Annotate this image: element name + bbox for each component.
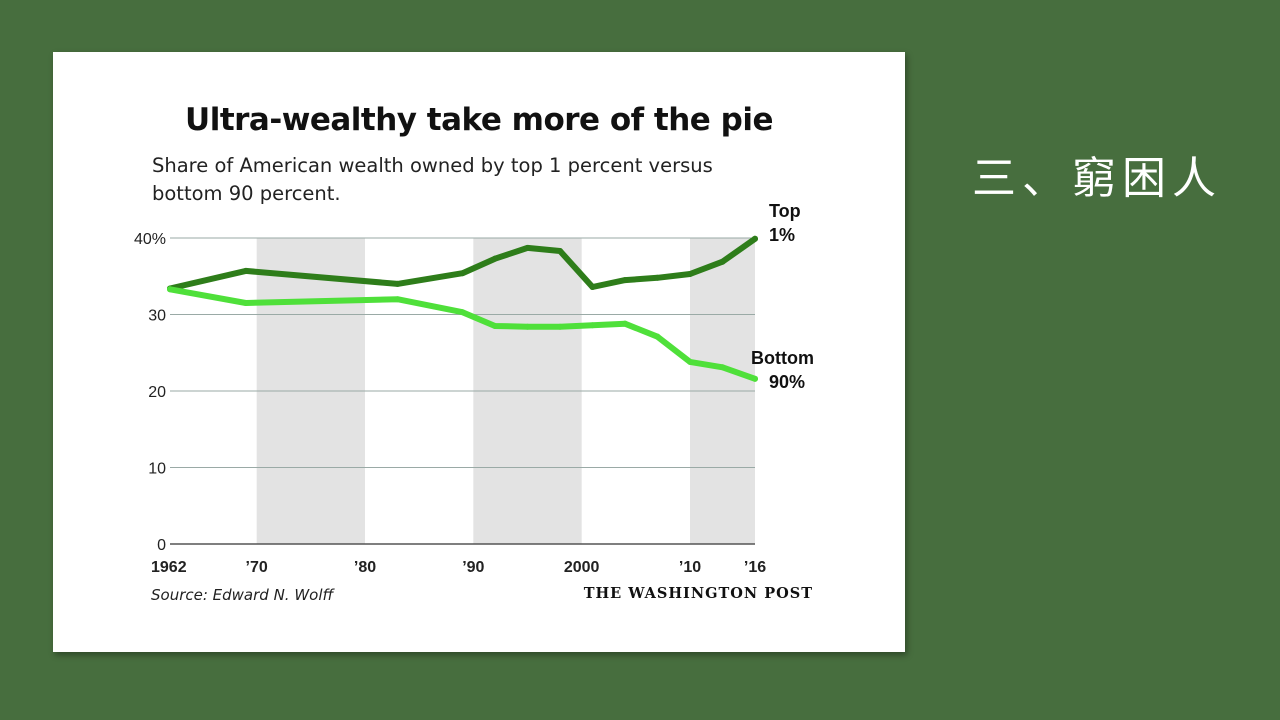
series-1-point — [654, 333, 661, 340]
x-tick-label: ’70 — [246, 559, 268, 576]
chart-card: Ultra-wealthy take more of the pie Share… — [53, 52, 905, 652]
x-tick-label: ’90 — [462, 559, 484, 576]
series-0-point — [459, 270, 466, 277]
series-1-point — [492, 322, 498, 329]
y-tick-label: 20 — [148, 384, 166, 401]
series-label-0: 1% — [769, 225, 795, 245]
series-1-point — [752, 375, 758, 382]
x-tick-label: 1962 — [151, 559, 187, 576]
series-0-point — [719, 258, 726, 265]
y-axis-ticks: 40% 30 20 10 0 — [134, 231, 166, 554]
line-chart: 40% 30 20 10 0 1962 ’70 ’80 ’90 2000 ’10 ’16 Top 1%… — [134, 201, 814, 576]
series-0-point — [654, 274, 661, 281]
chart-subtitle: Share of American wealth owned by top 1 … — [152, 152, 772, 208]
series-0-point — [394, 280, 401, 287]
series-1-point — [167, 286, 173, 293]
series-0-point — [622, 277, 628, 284]
chart-subtitle-line-2: bottom 90 percent. — [152, 182, 341, 205]
chart-subtitle-line-1: Share of American wealth owned by top 1 … — [152, 154, 713, 177]
x-tick-label: ’10 — [679, 559, 701, 576]
chart-credit: THE WASHINGTON POST — [583, 585, 813, 602]
y-tick-label: 10 — [148, 461, 166, 478]
series-1-point — [589, 322, 596, 329]
series-1-point — [524, 323, 531, 330]
series-0-point — [589, 283, 596, 290]
series-1-point — [242, 300, 249, 307]
series-1-point — [622, 320, 628, 327]
series-label-0: Top — [769, 201, 801, 221]
series-1-point — [557, 323, 563, 330]
series-labels: Top 1% Bottom 90% — [751, 201, 814, 392]
series-0-point — [752, 235, 758, 242]
x-axis-ticks: 1962 ’70 ’80 ’90 2000 ’10 ’16 — [151, 559, 766, 576]
series-lines — [167, 235, 758, 382]
series-1-point — [394, 296, 401, 303]
y-tick-label: 30 — [148, 308, 166, 325]
series-1-point — [719, 364, 726, 371]
series-0-point — [242, 267, 249, 274]
series-0-point — [524, 244, 531, 251]
x-tick-label: 2000 — [564, 559, 600, 576]
series-label-1: 90% — [769, 372, 805, 392]
series-0-point — [557, 248, 563, 255]
x-tick-label: ’80 — [354, 559, 376, 576]
y-tick-label: 0 — [157, 537, 166, 554]
chart-source: Source: Edward N. Wolff — [151, 586, 334, 604]
x-tick-label: ’16 — [744, 559, 766, 576]
series-1-point — [459, 309, 466, 316]
series-1-point — [687, 358, 693, 365]
chart-title: Ultra-wealthy take more of the pie — [185, 102, 773, 138]
series-0-point — [492, 255, 498, 262]
series-0-point — [687, 270, 693, 277]
y-tick-label: 40% — [134, 231, 166, 248]
slide-heading: 三、窮困人 — [972, 153, 1222, 204]
series-label-1: Bottom — [751, 348, 814, 368]
